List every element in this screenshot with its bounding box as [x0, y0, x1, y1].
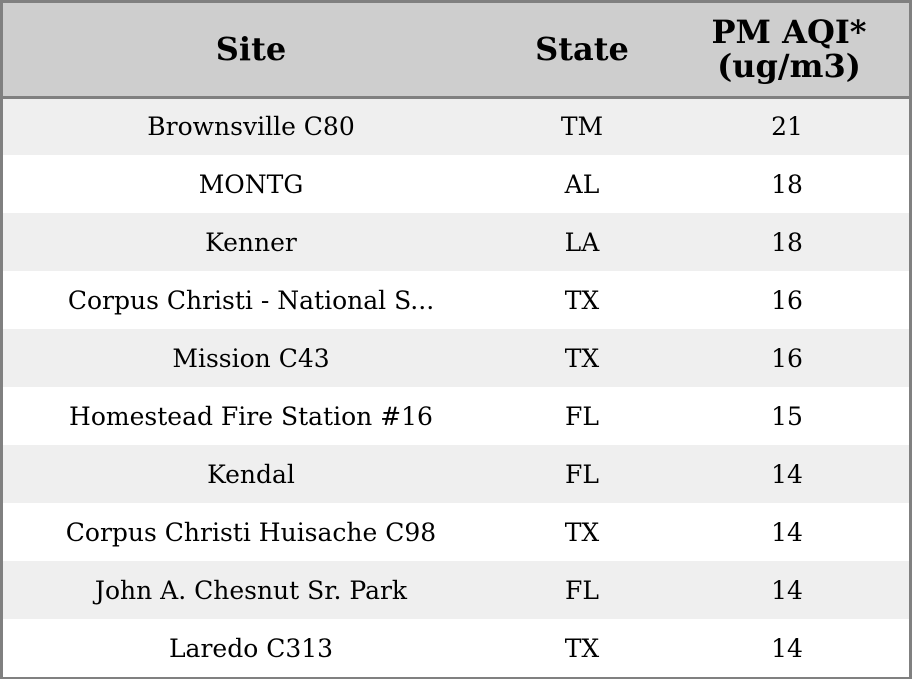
table-row: Homestead Fire Station #16 FL 15	[3, 387, 909, 445]
cell-pm-aqi: 16	[771, 285, 803, 315]
table-row: Laredo C313 TX 14	[3, 619, 909, 677]
cell-pm-aqi: 14	[771, 575, 803, 605]
cell-state: TX	[564, 517, 600, 547]
cell-site: Laredo C313	[168, 633, 334, 663]
cell-state: LA	[564, 227, 600, 257]
header-pm-aqi-label: PM AQI*	[711, 13, 867, 52]
header-pm-aqi-unit: (ug/m3)	[717, 47, 861, 86]
cell-site: Kendal	[207, 459, 295, 489]
cell-state: AL	[564, 169, 600, 199]
cell-state: FL	[565, 575, 599, 605]
table-row: Kenner LA 18	[3, 213, 909, 271]
cell-site: Homestead Fire Station #16	[69, 401, 433, 431]
header-state: State	[499, 3, 665, 99]
cell-site: Corpus Christi - National S...	[67, 285, 435, 315]
table-body: Brownsville C80 TM 21 MONTG AL 18 Kenner…	[3, 97, 909, 677]
cell-site: Mission C43	[172, 343, 330, 373]
cell-pm-aqi: 18	[771, 227, 803, 257]
table-row: Corpus Christi Huisache C98 TX 14	[3, 503, 909, 561]
table-row: Kendal FL 14	[3, 445, 909, 503]
table-row: Brownsville C80 TM 21	[3, 97, 909, 155]
header-row: Site State PM AQI* (ug/m3)	[3, 3, 909, 99]
table-row: MONTG AL 18	[3, 155, 909, 213]
cell-site: Brownsville C80	[147, 112, 355, 142]
cell-state: TX	[564, 343, 600, 373]
aqi-table: Site State PM AQI* (ug/m3) Brownsville C…	[3, 3, 909, 677]
cell-state: FL	[565, 401, 599, 431]
cell-state: TM	[560, 112, 604, 142]
cell-state: TX	[564, 285, 600, 315]
header-pm-aqi: PM AQI* (ug/m3)	[665, 3, 909, 99]
cell-site: John A. Chesnut Sr. Park	[94, 575, 408, 605]
cell-pm-aqi: 15	[771, 401, 803, 431]
cell-site: MONTG	[198, 169, 304, 199]
table-row: John A. Chesnut Sr. Park FL 14	[3, 561, 909, 619]
cell-pm-aqi: 18	[771, 169, 803, 199]
cell-pm-aqi: 14	[771, 459, 803, 489]
table-header: Site State PM AQI* (ug/m3)	[3, 3, 909, 99]
cell-site: Corpus Christi Huisache C98	[65, 517, 437, 547]
cell-pm-aqi: 14	[771, 517, 803, 547]
cell-pm-aqi: 14	[771, 633, 803, 663]
cell-pm-aqi: 16	[771, 343, 803, 373]
table-row: Mission C43 TX 16	[3, 329, 909, 387]
cell-state: TX	[564, 633, 600, 663]
cell-site: Kenner	[205, 227, 297, 257]
cell-pm-aqi: 21	[771, 112, 803, 142]
cell-state: FL	[565, 459, 599, 489]
header-site: Site	[3, 3, 499, 99]
table-row: Corpus Christi - National S... TX 16	[3, 271, 909, 329]
